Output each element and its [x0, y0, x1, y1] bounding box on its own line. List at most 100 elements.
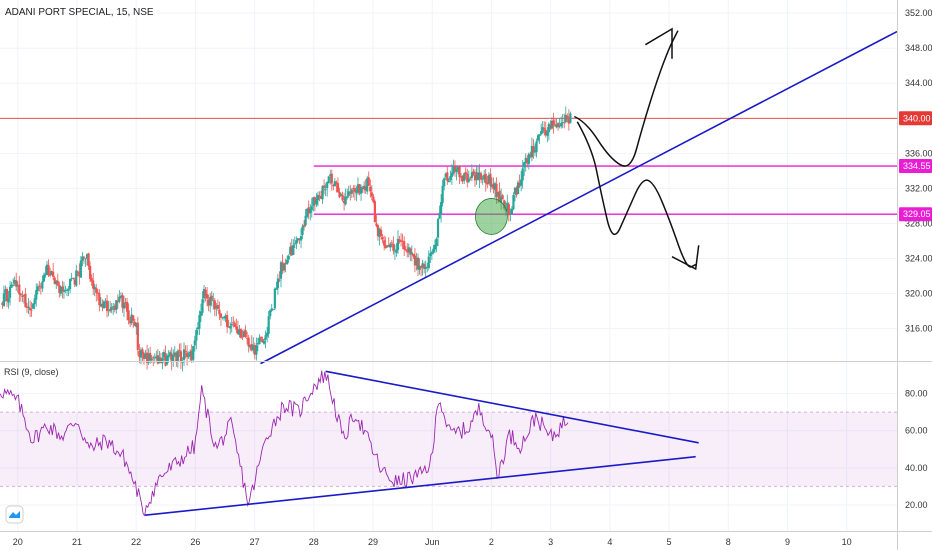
candle [87, 252, 90, 270]
candle [419, 265, 423, 277]
price-tick-label: 332.00 [905, 183, 932, 193]
time-tick-label: Jun [425, 537, 440, 547]
candle [216, 299, 219, 311]
candle [118, 290, 121, 304]
candle [10, 281, 13, 288]
candle [155, 350, 158, 361]
candle [467, 170, 470, 184]
candle [318, 191, 321, 202]
drawing-arrow-down[interactable] [576, 121, 697, 268]
candle [447, 177, 450, 183]
candle [375, 215, 378, 228]
candle [115, 300, 118, 314]
candle [16, 281, 19, 293]
candle [241, 329, 244, 341]
price-tick-label: 316.00 [905, 324, 932, 334]
candle [70, 272, 73, 282]
candle [178, 343, 181, 357]
candle [544, 121, 547, 138]
candle [383, 235, 386, 251]
candle [33, 294, 36, 310]
price-axis[interactable]: 316.00 320.00 324.00 328.00 332.00 336.00 340.… [899, 8, 932, 334]
candle [480, 171, 483, 184]
candle [132, 315, 135, 328]
time-tick-label: 21 [72, 537, 82, 547]
candle [507, 202, 510, 222]
highlight-ellipse[interactable] [475, 198, 508, 235]
candle [289, 242, 292, 257]
drawing-arrow-down-head[interactable] [671, 245, 700, 271]
candle [295, 236, 298, 250]
candle [149, 346, 152, 364]
candle [44, 266, 47, 278]
candle [278, 271, 281, 283]
candle [335, 180, 338, 193]
drawing-arrow-up[interactable] [573, 30, 679, 167]
candle [185, 345, 189, 366]
rsi-title[interactable]: RSI (9, close) [4, 367, 59, 377]
candle [543, 121, 546, 136]
candle [444, 172, 447, 180]
price-tick-label: 324.00 [905, 253, 932, 263]
candle [284, 258, 287, 273]
candle [206, 287, 209, 307]
candle [58, 281, 61, 298]
candle [521, 160, 524, 189]
candle [329, 169, 332, 185]
candle [218, 301, 221, 321]
candle [98, 289, 101, 312]
candle [121, 292, 124, 313]
candle [512, 192, 515, 211]
candle [455, 165, 458, 181]
candle [310, 197, 313, 218]
candle [489, 168, 492, 193]
candle [533, 143, 537, 157]
candle [286, 255, 289, 265]
candle [540, 123, 543, 136]
candle [555, 119, 558, 129]
candle [466, 168, 469, 188]
candle [32, 303, 35, 309]
symbol-title[interactable]: ADANI PORT SPECIAL, 15, NSE [5, 7, 154, 18]
candle [135, 322, 138, 335]
candle [287, 254, 290, 263]
candle [187, 351, 190, 360]
tradingview-logo-icon[interactable] [5, 505, 24, 524]
candle [566, 113, 569, 123]
candle [189, 349, 192, 361]
rsi-trendline[interactable] [325, 370, 699, 444]
candle [349, 185, 352, 201]
candle [269, 309, 272, 320]
candle [252, 337, 255, 354]
candle [25, 302, 29, 313]
trendline[interactable] [260, 30, 898, 365]
time-axis[interactable]: 20 21 22 26 27 28 29 Jun 2 3 4 5 8 9 10 [13, 537, 852, 547]
candle [12, 278, 15, 287]
candle [379, 226, 383, 240]
candle [204, 287, 207, 302]
drawing-arrow-up-head[interactable] [645, 27, 673, 59]
price-level-badge[interactable]: 340.00 [899, 111, 932, 126]
candle [324, 183, 327, 197]
price-level-badge[interactable]: 334.55 [899, 159, 932, 174]
candle [567, 109, 570, 131]
candle [501, 193, 504, 200]
candle [141, 347, 144, 363]
time-tick-label: 27 [250, 537, 260, 547]
price-level-badge[interactable]: 329.05 [899, 207, 932, 222]
candle [461, 175, 464, 185]
candle [404, 246, 407, 252]
candle [255, 337, 258, 361]
rsi-trendline[interactable] [144, 455, 696, 517]
rsi-tick-label: 40.00 [905, 463, 928, 473]
candle [418, 258, 421, 275]
candle [452, 159, 455, 176]
candle [509, 208, 512, 222]
candle [333, 178, 336, 187]
candle [427, 250, 430, 271]
rsi-axis[interactable]: 20.00 40.00 60.00 80.00 [905, 389, 928, 510]
candle [84, 258, 87, 267]
candle [298, 237, 301, 245]
candle [510, 206, 514, 216]
candle [530, 137, 534, 162]
